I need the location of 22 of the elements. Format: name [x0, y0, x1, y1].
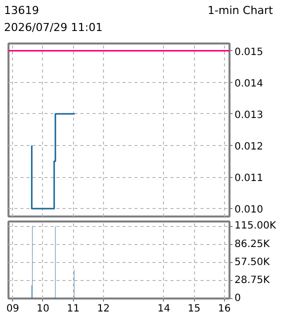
y-tick-label: 0.010 — [234, 204, 264, 216]
x-tick-label: 15 — [188, 304, 200, 314]
x-tick-label: 10 — [36, 304, 50, 314]
x-tick-label: 14 — [158, 304, 170, 314]
x-tick-label: 12 — [97, 304, 110, 314]
y-tick-label: 0.011 — [234, 173, 264, 184]
y-tick-label: 86.25K — [234, 238, 270, 250]
x-tick-label: 11 — [66, 304, 80, 314]
chart-subtitle: 2026/07/29 11:01 — [4, 20, 104, 36]
y-tick-label: 0.014 — [234, 78, 264, 90]
text: 1-min Chart — [208, 3, 273, 19]
line-series — [31, 113, 76, 210]
y-tick-label: 57.50K — [234, 256, 270, 268]
y-tick-label: 0 — [234, 293, 241, 304]
x-tick-label: 09 — [6, 304, 20, 314]
y-tick-label: 0.015 — [234, 46, 264, 58]
y-tick-label: 115.00K — [234, 220, 276, 232]
y-tick-label: 28.75K — [234, 274, 270, 286]
x-tick-label: 16 — [218, 304, 231, 314]
y-tick-label: 0.012 — [234, 141, 264, 152]
chart-title: 13619 — [4, 3, 39, 19]
y-tick-label: 0.013 — [234, 110, 264, 121]
